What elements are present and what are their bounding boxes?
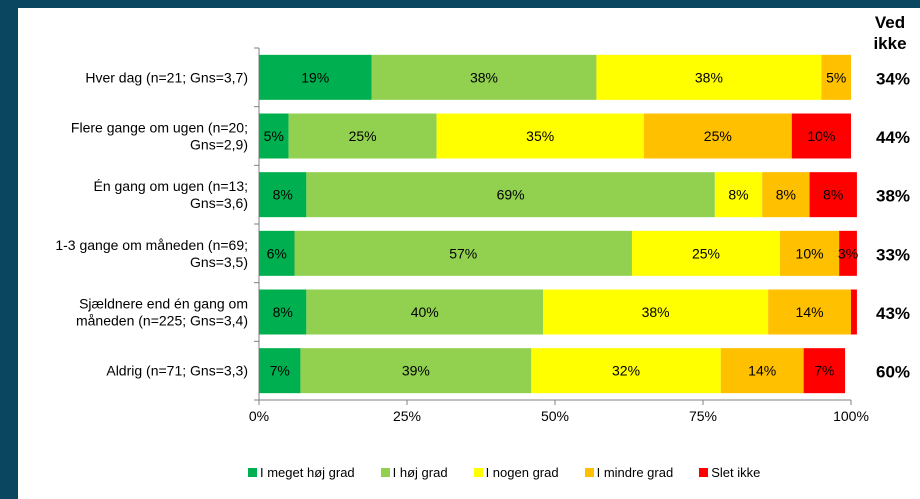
data-label: 5%: [264, 128, 284, 144]
data-label: 25%: [692, 245, 720, 261]
data-label: 38%: [470, 69, 498, 85]
x-tick-label: 25%: [393, 408, 421, 424]
bar-segment: [294, 230, 632, 276]
ved-ikke-header: Ved: [875, 13, 905, 32]
data-label: 7%: [814, 363, 834, 379]
data-label: 10%: [807, 128, 835, 144]
ved-ikke-value: 34%: [876, 69, 910, 88]
data-label: 6%: [267, 245, 287, 261]
bar-segment: [371, 54, 597, 100]
bar-segment: [288, 113, 437, 159]
legend-swatch: [248, 468, 257, 477]
data-label: 69%: [497, 187, 525, 203]
ved-ikke-value: 44%: [876, 128, 910, 147]
data-label: 8%: [776, 187, 796, 203]
legend-item: I meget høj grad: [248, 465, 355, 480]
x-tick-label: 75%: [689, 408, 717, 424]
category-label: måneden (n=225; Gns=3,4): [76, 313, 248, 329]
data-label: 8%: [273, 187, 293, 203]
data-label: 38%: [695, 69, 723, 85]
bar-segment: [300, 348, 532, 394]
stacked-bar-chart: 0% 25% 50% 75% 100% 19% 38% 38% 5% Hver dag (n=21…: [55, 13, 910, 424]
legend-item: Slet ikke: [699, 465, 760, 480]
bar-segment: [762, 172, 810, 218]
legend-label: I nogen grad: [485, 465, 559, 480]
legend-swatch: [699, 468, 709, 477]
data-label: 10%: [796, 245, 824, 261]
bar-segment: [596, 54, 822, 100]
data-label: 39%: [402, 363, 430, 379]
bar-segment: [643, 113, 792, 159]
legend-item: I nogen grad: [473, 465, 559, 480]
data-label: 35%: [526, 128, 554, 144]
bar-segment: [531, 348, 721, 394]
bar-segment: [779, 230, 840, 276]
bar-segment: [259, 113, 289, 159]
ved-ikke-value: 33%: [876, 245, 910, 264]
data-label: 8%: [728, 187, 748, 203]
category-label: Aldrig (n=71; Gns=3,3): [106, 363, 248, 379]
data-label: 14%: [748, 363, 776, 379]
data-label: 8%: [823, 187, 843, 203]
legend-item: I mindre grad: [584, 465, 674, 480]
bar-segment: [259, 348, 301, 394]
data-label: 7%: [270, 363, 290, 379]
bar-segment: [631, 230, 780, 276]
bar-segment: [543, 289, 769, 335]
x-tick-label: 0%: [249, 408, 269, 424]
bar-segment: [821, 54, 851, 100]
category-label: Gns=3,6): [190, 195, 248, 211]
category-label: Gns=3,5): [190, 254, 248, 270]
category-label: Én gang om ugen (n=13;: [93, 178, 248, 194]
legend-label: I meget høj grad: [260, 465, 355, 480]
legend-swatch: [473, 468, 483, 477]
chart-panel: 0% 25% 50% 75% 100% 19% 38% 38% 5% Hver dag (n=21…: [18, 8, 920, 499]
data-label: 40%: [411, 304, 439, 320]
chart-legend: I meget høj grad I høj grad I nogen grad I …: [248, 465, 760, 480]
category-label: Flere gange om ugen (n=20;: [71, 120, 248, 136]
ved-ikke-value: 43%: [876, 304, 910, 323]
data-label: 38%: [642, 304, 670, 320]
x-tick-label: 100%: [833, 408, 869, 424]
category-label: Sjældnere end én gang om: [79, 296, 248, 312]
ved-ikke-header: ikke: [873, 34, 906, 53]
bar-segment: [768, 289, 851, 335]
bar-segment: [259, 230, 295, 276]
ved-ikke-value: 60%: [876, 363, 910, 382]
data-label: 8%: [273, 304, 293, 320]
bar-segment: [259, 289, 307, 335]
data-label: 32%: [612, 363, 640, 379]
legend-label: Slet ikke: [711, 465, 761, 480]
legend-swatch: [380, 468, 390, 477]
data-label: 3%: [838, 245, 858, 261]
bar-segment: [720, 348, 804, 394]
data-label: 25%: [704, 128, 732, 144]
legend-label: I mindre grad: [596, 465, 674, 480]
bar-segment: [259, 172, 307, 218]
ved-ikke-value: 38%: [876, 187, 910, 206]
x-tick-label: 50%: [541, 408, 569, 424]
legend-swatch: [584, 468, 594, 477]
bar-segment: [839, 230, 857, 276]
bar-segment: [803, 348, 846, 394]
data-label: 14%: [796, 304, 824, 320]
bar-segment: [851, 289, 857, 335]
legend-label: I høj grad: [392, 465, 448, 480]
data-label: 5%: [826, 69, 846, 85]
data-label: 25%: [349, 128, 377, 144]
bar-segment: [714, 172, 763, 218]
bar-segment: [436, 113, 644, 159]
category-label: 1-3 gange om måneden (n=69;: [55, 237, 248, 253]
category-label: Gns=2,9): [190, 137, 248, 153]
bar-segment: [809, 172, 857, 218]
legend-item: I høj grad: [380, 465, 448, 480]
bar-segment: [791, 113, 851, 159]
bar-segment: [306, 172, 715, 218]
data-label: 57%: [449, 245, 477, 261]
category-label: Hver dag (n=21; Gns=3,7): [85, 69, 248, 85]
data-label: 19%: [301, 69, 329, 85]
bar-segment: [306, 289, 544, 335]
bar-segment: [259, 54, 372, 100]
